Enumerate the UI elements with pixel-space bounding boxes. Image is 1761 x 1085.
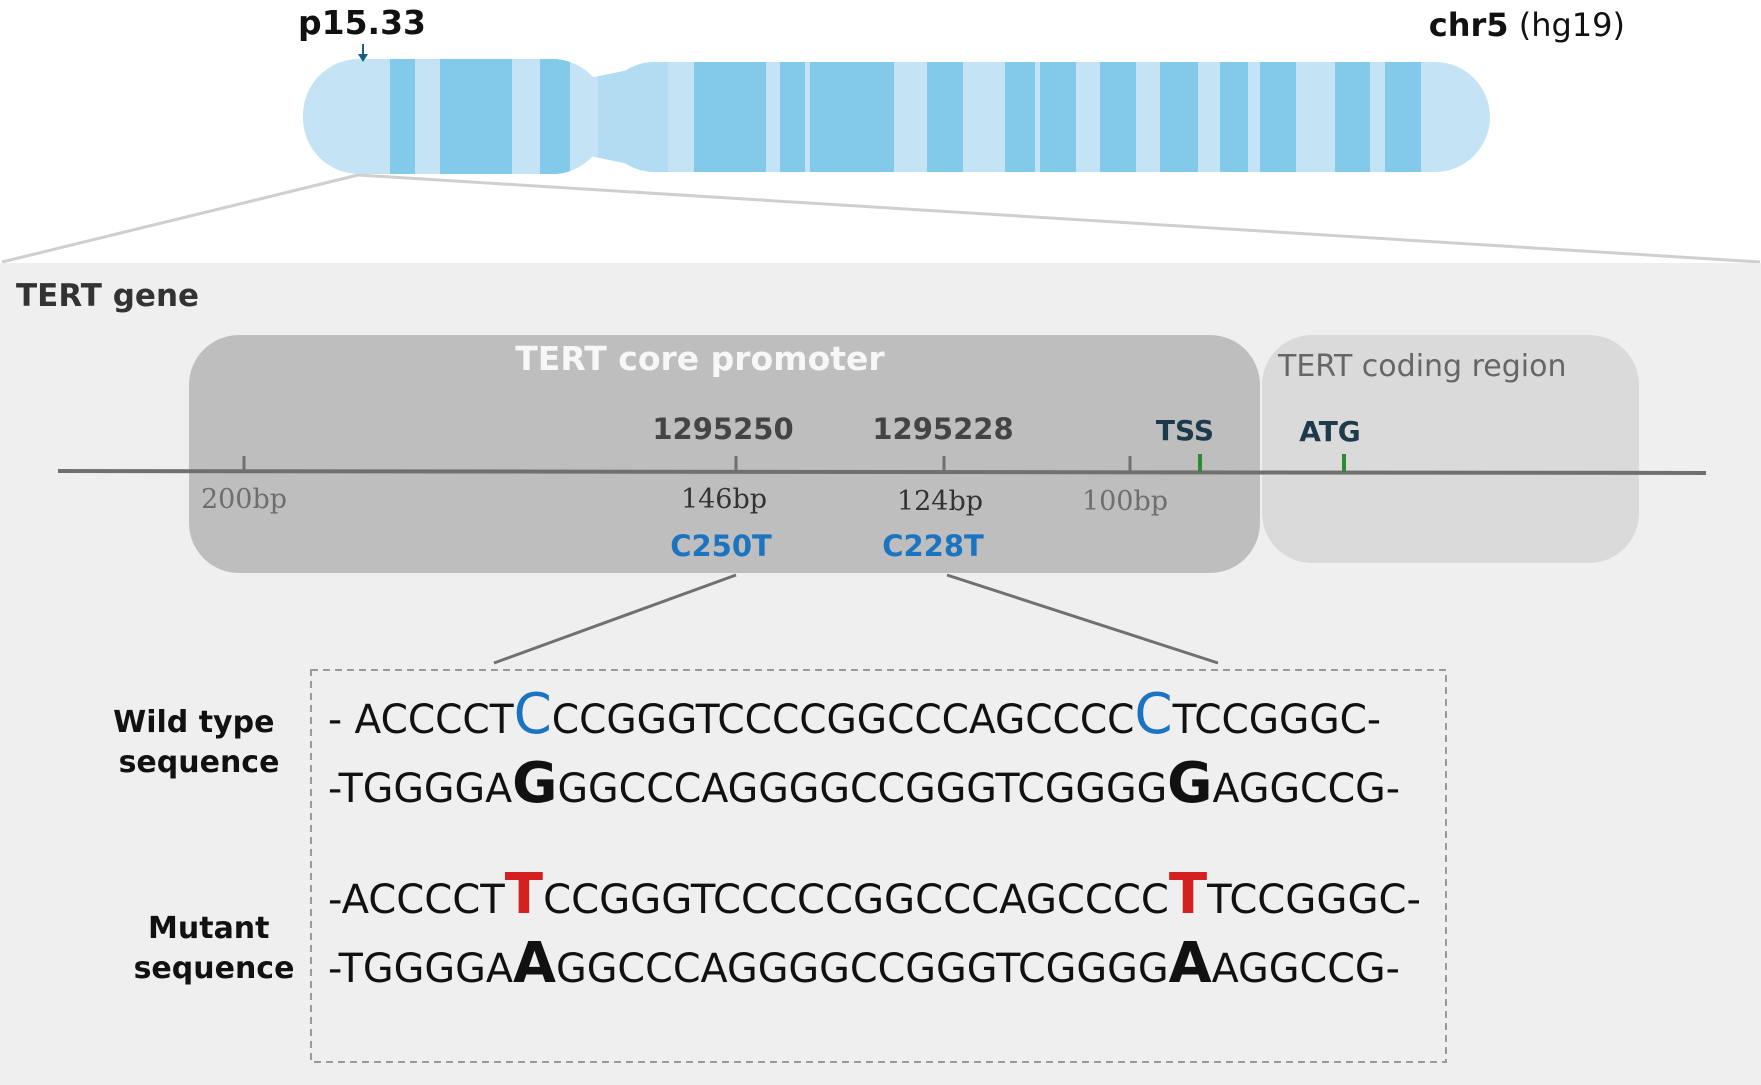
chromosome-name: chr5 (1429, 6, 1509, 44)
sequence-zoom-connector (493, 573, 1219, 665)
chromosome-band (780, 59, 805, 174)
chromosome-band (1220, 59, 1248, 174)
chromosome-band (1385, 59, 1421, 174)
chromosome-band (694, 59, 766, 174)
wild-type-label: Wild type sequence (113, 705, 285, 780)
mutant-label: Mutant sequence (134, 911, 295, 986)
chromosome-band (1100, 59, 1136, 174)
coordinate-label: 1295228 (872, 412, 1013, 446)
chromosome-band (810, 59, 894, 174)
atg-label: ATG (1299, 415, 1361, 448)
chromosome-band (1160, 59, 1198, 174)
sequence-area (0, 672, 1761, 1085)
chromosome-band (390, 59, 415, 174)
chromosome-band (440, 59, 512, 174)
promoter-region-box (189, 335, 1260, 573)
site-markers (1198, 454, 1346, 472)
mutation-site-base: C (1134, 682, 1172, 747)
distance-label: 100bp (1082, 486, 1168, 517)
distance-label: 146bp (681, 484, 767, 515)
chromosome-ideogram (303, 59, 1490, 174)
coordinate-label: 1295250 (652, 412, 793, 446)
chromosome-label: chr5 (hg19) (1429, 6, 1625, 44)
wild-type-label-line: Wild type (113, 705, 274, 740)
mutation-label: C250T (670, 529, 772, 563)
wild-type-bottom-strand: -TGGGGAGGGCCCAGGGGCCGGGTCGGGGGAGGCCG- (328, 751, 1400, 816)
mutation-site-base: T (505, 862, 543, 927)
coding-region-label: TERT coding region (1277, 349, 1567, 384)
distance-label: 200bp (201, 484, 287, 515)
mutation-site-base: T (1169, 862, 1207, 927)
gene-title: TERT gene (16, 278, 199, 314)
band-pointer-arrow-icon (358, 44, 368, 62)
mutant-top-strand: -ACCCCTTCCGGGTCCCCCGGCCCAGCCCCTTCCGGGC- (328, 862, 1421, 927)
distance-label: 124bp (897, 486, 983, 517)
chromosome-band (1335, 59, 1370, 174)
chromosome-band (927, 59, 963, 174)
mutant-bottom-strand: -TGGGGAAGGCCCAGGGGCCGGGTCGGGGAAGGCCG- (328, 931, 1400, 996)
tss-label: TSS (1156, 414, 1214, 447)
wild-type-label-line: sequence (119, 745, 280, 780)
promoter-label: TERT core promoter (515, 339, 885, 378)
genomic-axis (57, 469, 1707, 475)
complement-base: G (512, 751, 557, 816)
complement-base: A (1169, 931, 1213, 996)
band-label: p15.33 (298, 3, 426, 42)
sequence-box (310, 669, 1447, 1063)
mutation-label: C228T (882, 529, 984, 563)
chromosome-band (1260, 59, 1296, 174)
axis-ticks (242, 456, 1132, 472)
centromere (598, 60, 668, 174)
complement-base: G (1167, 751, 1212, 816)
chromosome-band (1040, 59, 1076, 174)
wild-type-top-strand: - ACCCCTCCCGGGTCCCCGGCCCAGCCCCCTCCGGGC- (328, 682, 1381, 747)
chromosome-bands (390, 59, 1421, 174)
zoom-connector (1, 173, 1761, 264)
genome-assembly: (hg19) (1519, 6, 1625, 44)
mutation-site-base: C (514, 682, 552, 747)
mutant-label-line: sequence (134, 951, 295, 986)
chromosome-band (1005, 59, 1035, 174)
mutant-label-line: Mutant (148, 911, 270, 946)
complement-base: A (513, 931, 557, 996)
coding-region-box (1262, 335, 1639, 563)
chromosome-band (556, 59, 570, 174)
